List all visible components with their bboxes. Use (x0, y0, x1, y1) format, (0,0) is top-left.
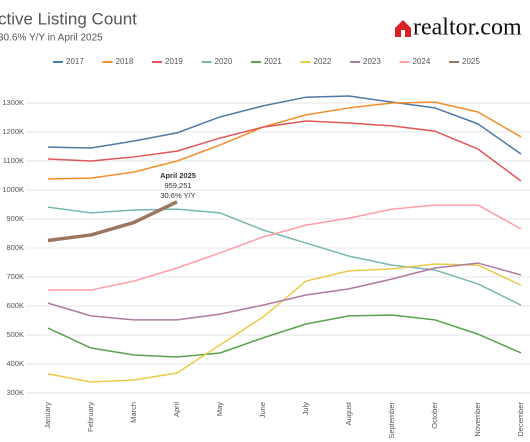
y-tick-label: 1300K (2, 98, 24, 107)
series-line (47, 101, 522, 180)
series-line (47, 262, 522, 321)
legend-label: 2019 (165, 57, 183, 66)
y-tick-label: 600K (6, 301, 24, 310)
x-tick-label: October (430, 402, 439, 429)
legend-label: 2017 (66, 57, 84, 66)
x-tick-label: September (387, 401, 396, 438)
series-line (48, 204, 522, 291)
annotation-text: 30.6% Y/Y (160, 191, 195, 200)
series-line (47, 200, 178, 243)
y-tick-label: 500K (6, 330, 24, 339)
x-tick-label: December (516, 402, 525, 437)
y-tick-label: 700K (6, 272, 24, 281)
series-line (47, 120, 522, 182)
x-tick-label: April (172, 402, 181, 417)
legend-label: 2024 (413, 57, 431, 66)
x-tick-label: November (473, 402, 482, 437)
legend-label: 2023 (363, 57, 381, 66)
y-tick-label: 1000K (2, 185, 24, 194)
y-tick-label: 1100K (3, 156, 24, 165)
x-tick-label: January (43, 402, 52, 429)
legend-label: 2022 (314, 57, 332, 66)
x-tick-label: February (86, 402, 95, 432)
y-tick-label: 900K (6, 214, 24, 223)
series-line (47, 206, 522, 306)
legend-label: 2021 (264, 57, 282, 66)
series-line (47, 314, 522, 358)
x-tick-label: May (215, 402, 224, 416)
y-tick-label: 300K (6, 388, 24, 397)
annotation-text: April 2025 (160, 171, 196, 180)
series-line (47, 263, 522, 383)
chart-subtitle: 30.6% Y/Y in April 2025 (0, 33, 103, 44)
logo-text: realtor.com (413, 15, 522, 41)
x-tick-label: June (258, 402, 267, 418)
x-tick-label: March (129, 402, 138, 423)
x-tick-label: July (301, 402, 310, 416)
logo-door (401, 30, 405, 37)
annotation-text: 959,251 (164, 181, 191, 190)
y-tick-label: 800K (6, 243, 24, 252)
legend-label: 2025 (462, 57, 480, 66)
logo: realtor.com (395, 15, 522, 41)
y-tick-label: 400K (6, 359, 24, 368)
x-tick-label: August (344, 401, 353, 425)
legend-label: 2018 (116, 57, 134, 66)
logo-icon (395, 20, 411, 37)
legend-label: 2020 (215, 57, 233, 66)
y-tick-label: 1200K (2, 127, 24, 136)
series-line (47, 95, 522, 155)
chart-title: ctive Listing Count (0, 9, 137, 28)
